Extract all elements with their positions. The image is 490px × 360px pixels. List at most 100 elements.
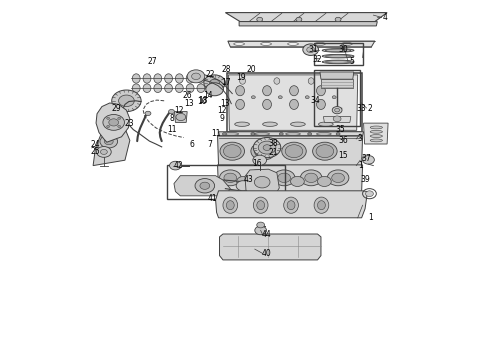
Ellipse shape [234, 42, 245, 45]
Bar [314, 43, 363, 65]
Ellipse shape [261, 42, 271, 45]
Text: 36: 36 [338, 136, 348, 145]
Circle shape [187, 70, 205, 83]
Ellipse shape [286, 132, 300, 135]
Circle shape [363, 156, 374, 164]
Text: 20: 20 [246, 65, 256, 74]
Text: 28: 28 [221, 65, 231, 74]
Text: 1: 1 [358, 161, 363, 170]
Polygon shape [364, 123, 388, 144]
Polygon shape [225, 13, 387, 22]
Ellipse shape [288, 42, 298, 45]
Ellipse shape [154, 84, 162, 93]
Circle shape [255, 226, 267, 235]
Polygon shape [219, 132, 364, 136]
Ellipse shape [186, 74, 194, 83]
Circle shape [100, 149, 107, 154]
Text: 24: 24 [90, 140, 100, 149]
Circle shape [104, 138, 113, 145]
Ellipse shape [290, 99, 298, 109]
Ellipse shape [284, 197, 298, 213]
Text: 31: 31 [309, 45, 318, 54]
Ellipse shape [332, 96, 336, 99]
Circle shape [332, 107, 342, 114]
Ellipse shape [325, 55, 351, 57]
Text: 40: 40 [261, 249, 271, 258]
Circle shape [246, 170, 268, 186]
Text: 12: 12 [174, 106, 184, 114]
Text: 44: 44 [261, 230, 271, 239]
Text: 8: 8 [169, 113, 174, 122]
Ellipse shape [318, 201, 325, 210]
Text: 19: 19 [236, 72, 246, 81]
Polygon shape [239, 22, 377, 26]
Ellipse shape [165, 74, 172, 83]
Text: 33: 33 [357, 104, 367, 112]
Circle shape [308, 132, 312, 135]
Ellipse shape [240, 78, 245, 84]
Ellipse shape [314, 197, 329, 213]
Text: 37: 37 [362, 154, 371, 163]
Text: 35: 35 [336, 125, 345, 134]
Text: 11: 11 [211, 129, 220, 138]
Ellipse shape [322, 60, 354, 64]
Circle shape [291, 176, 304, 186]
Text: 17: 17 [221, 78, 231, 87]
Text: 34: 34 [310, 96, 320, 105]
Text: 25: 25 [90, 148, 100, 156]
Polygon shape [174, 112, 187, 122]
Circle shape [254, 176, 270, 188]
Circle shape [332, 173, 344, 183]
Circle shape [118, 125, 121, 127]
Ellipse shape [370, 135, 383, 138]
Circle shape [333, 116, 341, 122]
Ellipse shape [132, 84, 140, 93]
Text: 41: 41 [207, 194, 217, 203]
Circle shape [97, 147, 111, 157]
Ellipse shape [342, 42, 352, 45]
Ellipse shape [143, 74, 151, 83]
Ellipse shape [278, 96, 282, 99]
Text: 12: 12 [217, 106, 227, 114]
Text: 1: 1 [368, 213, 373, 222]
Ellipse shape [290, 86, 298, 96]
Ellipse shape [317, 132, 331, 135]
Ellipse shape [325, 60, 351, 63]
Ellipse shape [236, 86, 245, 96]
Circle shape [305, 173, 318, 183]
Circle shape [206, 83, 223, 96]
Circle shape [236, 181, 250, 191]
Circle shape [307, 47, 315, 53]
Circle shape [103, 114, 124, 130]
Circle shape [107, 125, 110, 127]
Circle shape [210, 79, 220, 86]
Circle shape [100, 135, 118, 148]
Circle shape [327, 170, 349, 186]
Text: 11: 11 [167, 125, 176, 134]
Bar [167, 165, 285, 199]
Circle shape [192, 73, 200, 80]
Ellipse shape [197, 74, 205, 83]
Ellipse shape [263, 99, 271, 109]
Circle shape [169, 109, 174, 114]
Text: 39: 39 [360, 175, 370, 184]
Ellipse shape [291, 122, 305, 126]
Text: 43: 43 [244, 175, 254, 184]
Circle shape [285, 145, 303, 158]
Circle shape [336, 132, 340, 135]
Circle shape [176, 113, 186, 121]
Ellipse shape [325, 49, 351, 51]
Polygon shape [228, 75, 358, 130]
Text: 2: 2 [368, 104, 372, 112]
Circle shape [316, 145, 334, 158]
Text: 38: 38 [269, 139, 278, 148]
Polygon shape [96, 103, 130, 142]
Text: 22: 22 [206, 70, 216, 79]
Text: 4: 4 [382, 13, 387, 22]
Polygon shape [323, 117, 351, 122]
Circle shape [257, 222, 265, 228]
Bar [227, 73, 362, 132]
Text: 42: 42 [174, 161, 184, 170]
Circle shape [282, 142, 306, 160]
Text: 3: 3 [358, 134, 363, 143]
